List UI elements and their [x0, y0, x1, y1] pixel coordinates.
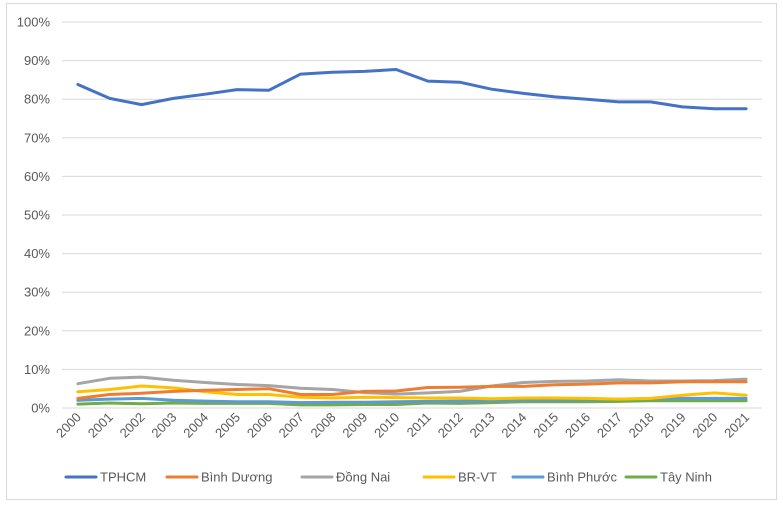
x-tick-label: 2003 — [148, 410, 179, 441]
x-tick-label: 2019 — [658, 410, 689, 441]
x-tick-label: 2007 — [276, 410, 307, 441]
legend-label: Bình Phước — [547, 470, 617, 485]
x-tick-label: 2021 — [721, 410, 752, 441]
series-line — [76, 399, 748, 407]
x-tick-label: 2002 — [117, 410, 148, 441]
y-tick-label: 40% — [24, 246, 50, 261]
x-tick-label: 2018 — [626, 410, 657, 441]
series-line — [76, 380, 748, 400]
x-tick-label: 2015 — [530, 410, 561, 441]
legend-label: Bình Dương — [201, 470, 272, 485]
legend-label: Đồng Nai — [336, 470, 390, 485]
x-tick-label: 2009 — [339, 410, 370, 441]
legend: TPHCM Bình Dương Đồng Nai BR-VT Bình Phước Tâ… — [64, 470, 712, 485]
legend-label: TPHCM — [100, 470, 146, 485]
y-tick-label: 0% — [31, 401, 50, 416]
x-tick-label: 2000 — [53, 410, 84, 441]
x-tick-label: 2014 — [498, 410, 529, 441]
x-tick-label: 2020 — [689, 410, 720, 441]
chart-frame — [6, 3, 777, 500]
y-tick-label: 100% — [17, 15, 51, 30]
series-lines — [76, 68, 748, 407]
x-axis-tick-labels: 2000 2001 2002 2003 2004 2005 2006 2007 2008 2009… — [53, 410, 752, 441]
x-tick-label: 2016 — [562, 410, 593, 441]
x-tick-label: 2012 — [435, 410, 466, 441]
y-tick-label: 80% — [24, 92, 50, 107]
y-tick-label: 90% — [24, 53, 50, 68]
series-line — [76, 375, 748, 396]
y-tick-label: 10% — [24, 362, 50, 377]
x-tick-label: 2006 — [244, 410, 275, 441]
series-line — [76, 68, 748, 111]
legend-label: BR-VT — [458, 470, 497, 485]
y-tick-label: 70% — [24, 130, 50, 145]
x-tick-label: 2010 — [371, 410, 402, 441]
x-tick-label: 2017 — [594, 410, 625, 441]
y-tick-label: 50% — [24, 208, 50, 223]
x-tick-label: 2004 — [180, 410, 211, 441]
y-tick-label: 60% — [24, 169, 50, 184]
gridlines — [62, 21, 762, 409]
y-tick-label: 20% — [24, 323, 50, 338]
x-tick-label: 2011 — [404, 410, 434, 440]
y-tick-label: 30% — [24, 285, 50, 300]
x-tick-label: 2013 — [467, 410, 498, 441]
legend-label: Tây Ninh — [660, 470, 712, 485]
x-tick-label: 2008 — [308, 410, 339, 441]
x-tick-label: 2001 — [85, 410, 116, 441]
y-axis-tick-labels: 0% 10% 20% 30% 40% 50% 60% 70% 80% 90% 100% — [17, 15, 51, 416]
x-tick-label: 2005 — [212, 410, 243, 441]
